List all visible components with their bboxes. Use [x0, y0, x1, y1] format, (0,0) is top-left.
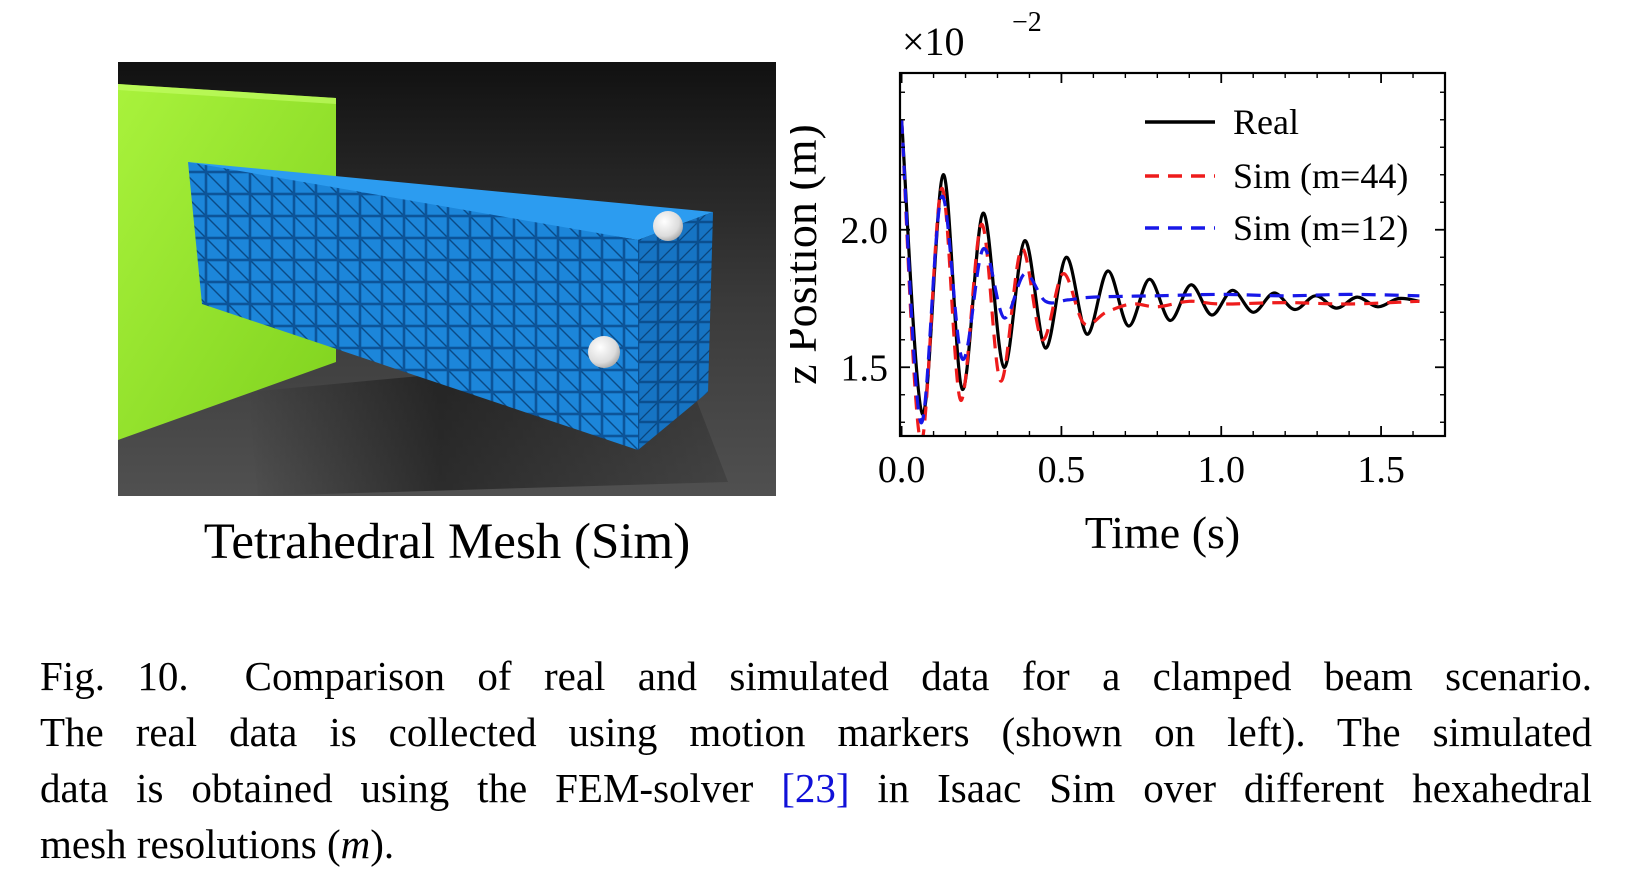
caption-line-4: mesh resolutions (m). — [40, 816, 1592, 872]
chart-svg: 0.0 0.5 1.0 1.5 1.5 2.0 Time (s) z Position (m)… — [775, 7, 1447, 558]
x-axis-label: Time (s) — [1085, 507, 1241, 558]
citation-link[interactable]: [23] — [781, 765, 850, 811]
x-tick-label: 1.0 — [1197, 449, 1245, 491]
motion-marker-icon — [653, 211, 683, 241]
render-caption: Tetrahedral Mesh (Sim) — [203, 514, 691, 570]
figure-label: Fig. 10. — [40, 653, 189, 699]
y-tick-label: 1.5 — [841, 347, 889, 389]
caption-math-symbol: m — [340, 821, 371, 867]
caption-text: The real data is collected using motion … — [40, 709, 1592, 755]
z-position-chart: 0.0 0.5 1.0 1.5 1.5 2.0 Time (s) z Position (m)… — [775, 0, 1530, 590]
series-line-sim-m-12 — [900, 119, 1420, 424]
beam-front-face — [188, 162, 638, 450]
mesh-render-image — [118, 62, 776, 496]
y-axis-multiplier-exponent: −2 — [1012, 7, 1042, 38]
series-line-sim-m-44 — [900, 119, 1420, 436]
clamp-top-edge — [118, 84, 336, 104]
legend-label: Sim (m=12) — [1233, 208, 1408, 248]
motion-marker-icon — [588, 336, 620, 368]
beam-end-face — [638, 212, 713, 450]
caption-text: in Isaac Sim over different hexahedral — [877, 765, 1593, 811]
caption-line-1: Fig. 10. Comparison of real and simulated… — [40, 648, 1592, 704]
figure-caption: Fig. 10. Comparison of real and simulated… — [40, 648, 1592, 872]
y-axis-multiplier: ×10 — [902, 19, 965, 64]
y-axis-label: z Position (m) — [790, 124, 826, 385]
beam-end-shade — [638, 212, 713, 450]
caption-text: mesh resolutions ( — [40, 821, 341, 867]
legend-label: Sim (m=44) — [1233, 156, 1408, 196]
x-tick-label: 0.5 — [1038, 449, 1086, 491]
caption-line-3: data is obtained using the FEM-solver [2… — [40, 760, 1592, 816]
caption-text: Comparison of real and simulated data fo… — [244, 653, 1592, 699]
plot-frame — [898, 71, 1447, 438]
legend-label: Real — [1233, 102, 1299, 142]
beam-front-shade — [188, 162, 638, 450]
x-tick-label: 1.5 — [1357, 449, 1405, 491]
y-tick-label: 2.0 — [841, 210, 889, 252]
caption-text: data is obtained using the FEM-solver — [40, 765, 754, 811]
tetrahedral-mesh-render — [118, 62, 776, 496]
caption-line-2: The real data is collected using motion … — [40, 704, 1592, 760]
beam-top-face — [188, 162, 713, 240]
x-tick-label: 0.0 — [878, 449, 926, 491]
caption-text: ). — [370, 821, 395, 867]
